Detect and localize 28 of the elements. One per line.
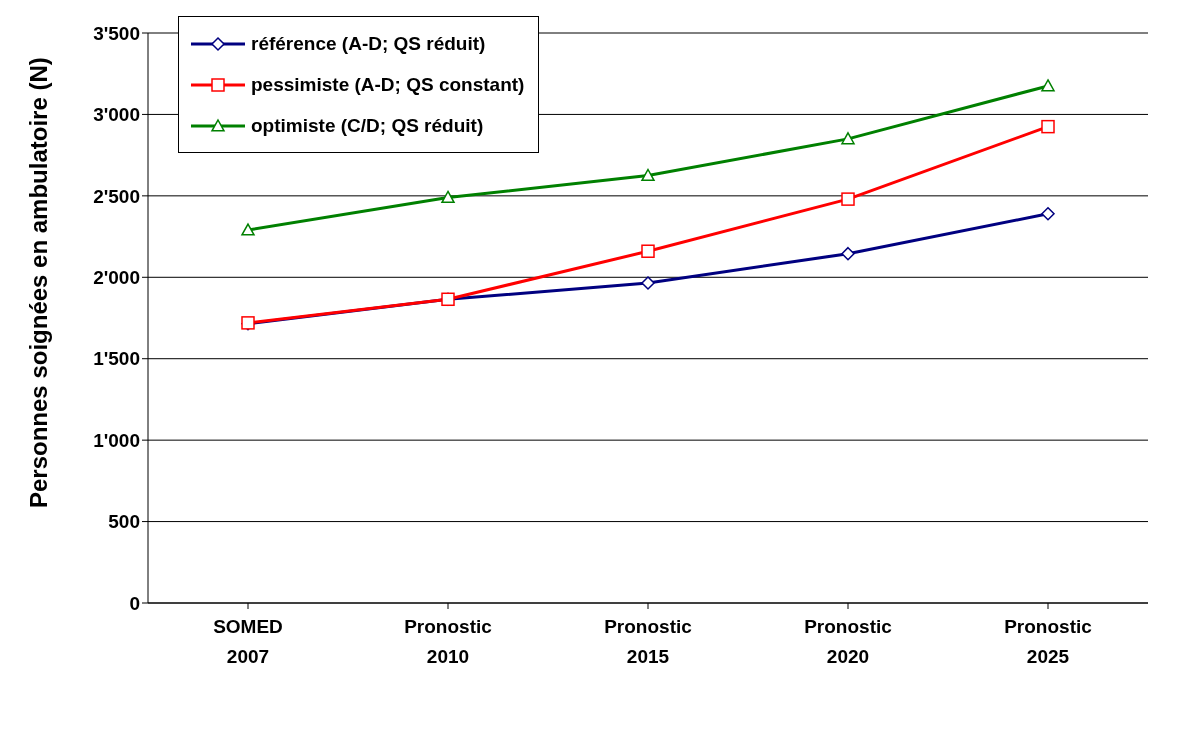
- point: [841, 132, 855, 145]
- x-tick-label: SOMED 2007: [213, 616, 283, 667]
- point: [1041, 119, 1055, 134]
- y-tick-label: 2'500: [93, 185, 140, 207]
- y-tick-label: 2'000: [93, 267, 140, 289]
- y-tick-label: 3'500: [93, 22, 140, 44]
- y-tick-label: 0: [129, 592, 140, 614]
- x-tick-label: Pronostic 2025: [1004, 616, 1093, 667]
- y-axis-title: Personnes soignées en ambulatoire (N): [24, 57, 52, 508]
- point: [841, 246, 855, 261]
- point: [1041, 79, 1055, 92]
- legend-label: optimiste (C/D; QS réduit): [251, 114, 484, 137]
- y-tick-label: 3'000: [93, 104, 140, 126]
- point: [1041, 207, 1055, 221]
- point: [841, 192, 855, 206]
- x-tick-label: Pronostic 2020: [804, 616, 893, 667]
- y-tick-label: 1'000: [93, 429, 140, 451]
- point: [441, 190, 455, 204]
- point: [241, 223, 255, 236]
- x-tick-label: Pronostic 2010: [404, 616, 493, 667]
- x-tick-label: Pronostic 2015: [604, 616, 693, 667]
- y-tick-label: 1'500: [93, 348, 140, 370]
- legend-label: référence (A-D; QS réduit): [251, 32, 486, 55]
- point: [641, 244, 655, 258]
- y-tick-label: 500: [108, 511, 140, 533]
- point: [641, 168, 655, 182]
- legend-label: pessimiste (A-D; QS constant): [251, 73, 525, 96]
- point: [641, 276, 655, 290]
